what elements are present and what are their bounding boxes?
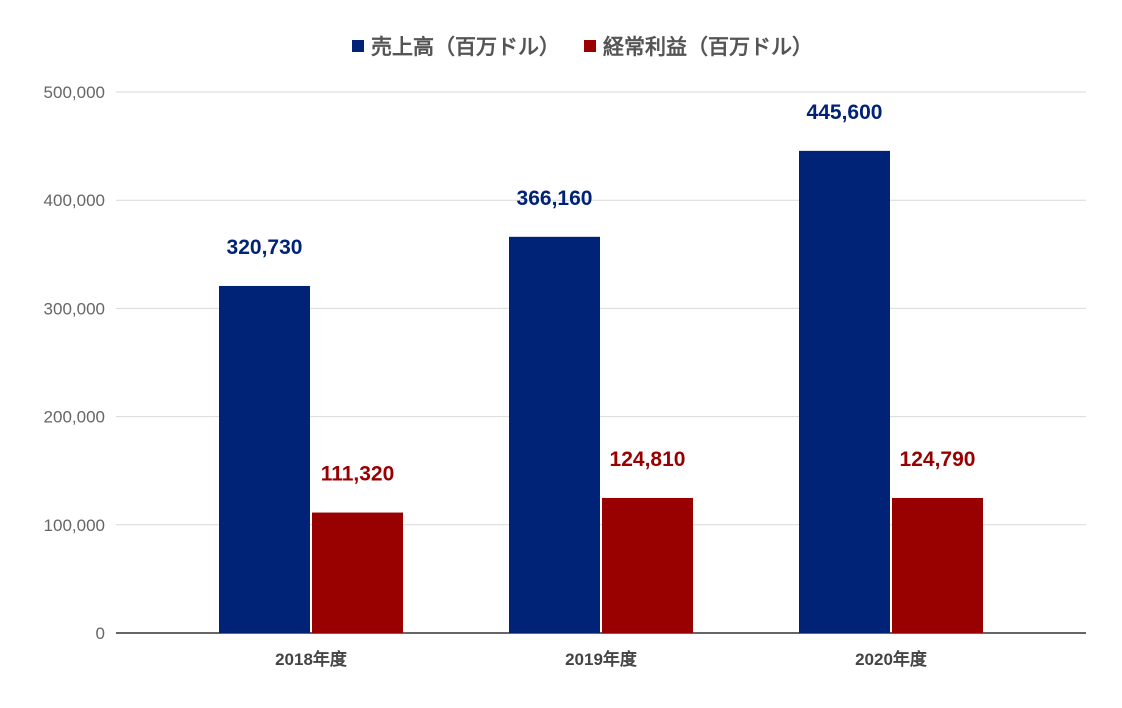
data-label: 320,730	[227, 236, 303, 259]
bar-profit-2	[892, 497, 983, 633]
y-tick-label: 400,000	[44, 191, 105, 210]
data-label: 366,160	[517, 187, 593, 210]
data-label: 124,790	[900, 448, 976, 471]
data-label: 111,320	[321, 463, 395, 486]
x-tick-label: 2020年度	[855, 649, 928, 669]
bar-profit-1	[602, 497, 693, 633]
bar-sales-2	[799, 150, 890, 634]
y-axis-ticks: 0 100,000 200,000 300,000 400,000 500,000	[44, 83, 105, 643]
bars	[219, 150, 983, 634]
legend-swatch	[584, 40, 596, 52]
legend-label: 売上高（百万ドル）	[371, 35, 560, 59]
y-tick-label: 500,000	[44, 83, 105, 102]
legend: 売上高（百万ドル） 経常利益（百万ドル）	[352, 35, 813, 59]
bar-sales-1	[509, 236, 600, 633]
data-label: 124,810	[610, 448, 686, 471]
bar-sales-0	[219, 285, 310, 633]
y-tick-label: 200,000	[44, 408, 105, 427]
data-label: 445,600	[807, 101, 883, 124]
x-axis-ticks: 2018年度 2019年度 2020年度	[275, 649, 928, 669]
legend-label: 経常利益（百万ドル）	[603, 35, 813, 59]
bar-profit-0	[312, 512, 403, 633]
y-tick-label: 300,000	[44, 299, 105, 318]
y-tick-label: 0	[96, 624, 105, 643]
data-labels: 320,730 111,320 366,160 124,810 445,600 124,7…	[227, 101, 976, 486]
y-tick-label: 100,000	[44, 516, 105, 535]
x-tick-label: 2018年度	[275, 649, 348, 669]
legend-swatch	[352, 40, 364, 52]
x-tick-label: 2019年度	[565, 649, 638, 669]
